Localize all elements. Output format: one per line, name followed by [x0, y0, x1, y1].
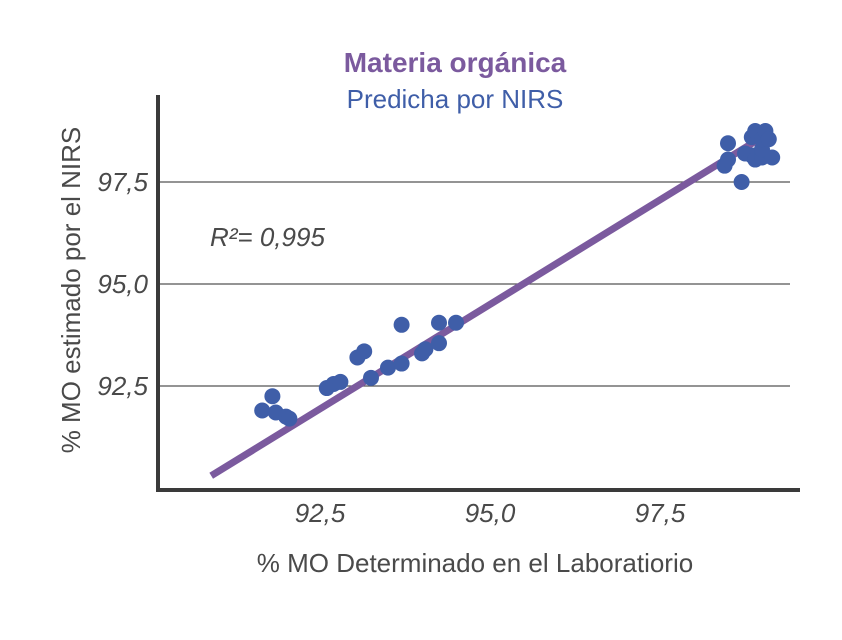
data-point-22 [733, 174, 750, 190]
axes [156, 95, 800, 492]
gridlines [158, 181, 790, 387]
y-axis-label: % MO estimado por el NIRS [56, 127, 86, 454]
data-point-15 [417, 341, 434, 358]
y-tick-label: 92,5 [97, 371, 148, 401]
x-tick-label: 92,5 [295, 498, 346, 528]
data-point-33 [764, 149, 781, 166]
x-tick-label: 97,5 [635, 498, 686, 528]
data-point-20 [720, 151, 736, 168]
data-point-21 [720, 135, 736, 152]
data-point-4 [281, 410, 298, 427]
x-tick-label: 95,0 [465, 498, 516, 528]
chart-title: Materia orgánica [344, 47, 567, 78]
data-point-11 [380, 359, 396, 376]
data-point-32 [760, 131, 777, 148]
tick-labels: 92,5 95,0 97,5 92,5 95,0 97,5 [97, 167, 685, 528]
y-tick-label: 95,0 [97, 269, 148, 299]
fit-line-group [209, 130, 771, 479]
data-point-18 [448, 314, 464, 331]
data-point-7 [332, 373, 349, 390]
data-point-9 [356, 343, 373, 360]
data-point-0 [254, 402, 271, 419]
data-point-17 [431, 314, 447, 331]
data-point-16 [431, 335, 447, 352]
data-point-12 [393, 355, 410, 372]
data-points [254, 123, 781, 427]
chart-subtitle: Predicha por NIRS [347, 84, 564, 114]
data-point-10 [363, 369, 379, 386]
y-tick-label: 97,5 [97, 167, 148, 197]
r-squared-annotation: R²= 0,995 [210, 222, 325, 252]
x-axis-label: % MO Determinado en el Laboratiorio [257, 548, 693, 578]
fit-line [209, 130, 771, 479]
data-point-13 [393, 316, 410, 333]
data-point-1 [264, 388, 281, 405]
